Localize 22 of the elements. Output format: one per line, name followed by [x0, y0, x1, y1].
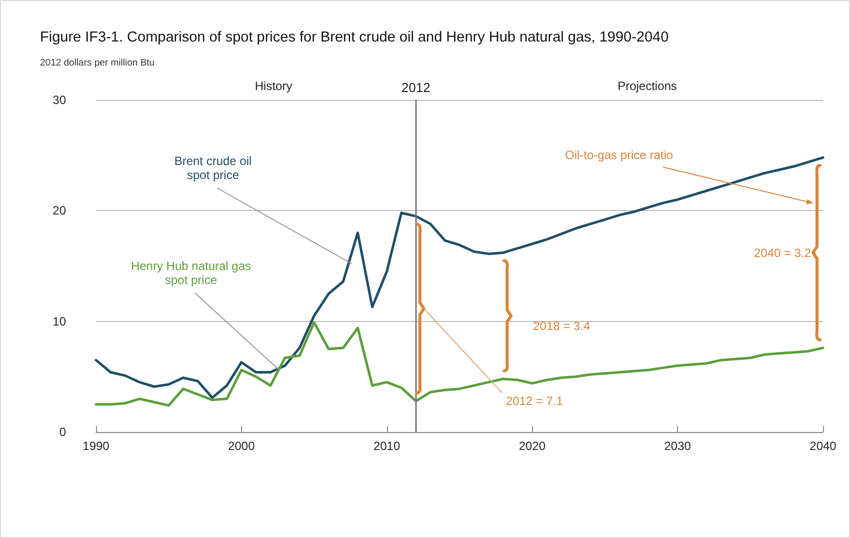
- annotation: Oil-to-gas price ratio: [565, 148, 674, 162]
- y-tick-label: 20: [52, 204, 66, 218]
- text: Henry Hub natural gas spot price: [130, 259, 252, 287]
- x-tick-label: 2040: [810, 439, 837, 453]
- x-tick-label: 2020: [518, 439, 546, 453]
- annotation: 2040 = 3.2: [754, 246, 812, 260]
- x-tick-label: 2010: [373, 439, 400, 453]
- chart-subtitle: 2012 dollars per million Btu: [40, 58, 155, 68]
- x-tick-label: 2030: [664, 439, 692, 453]
- text: Brent crude oil spot price: [173, 154, 253, 182]
- x-tick-label: 2000: [228, 439, 256, 453]
- annotation: 2018 = 3.4: [533, 318, 590, 333]
- chart-title: Figure IF3-1. Comparison of spot prices for Brent crude oil and Henry Hub natural gas, 1990-2040: [40, 30, 669, 46]
- y-tick-label: 30: [52, 93, 66, 107]
- x-tick-label: 1990: [82, 439, 110, 453]
- annotation: 2012 = 7.1: [506, 394, 563, 408]
- y-tick-label: 10: [52, 314, 66, 328]
- line-series: [94, 321, 824, 407]
- ref-line-label: 2012: [401, 80, 430, 95]
- y-tick-label: 0: [59, 425, 66, 439]
- text: Projections: [618, 79, 677, 93]
- text: History: [254, 79, 292, 93]
